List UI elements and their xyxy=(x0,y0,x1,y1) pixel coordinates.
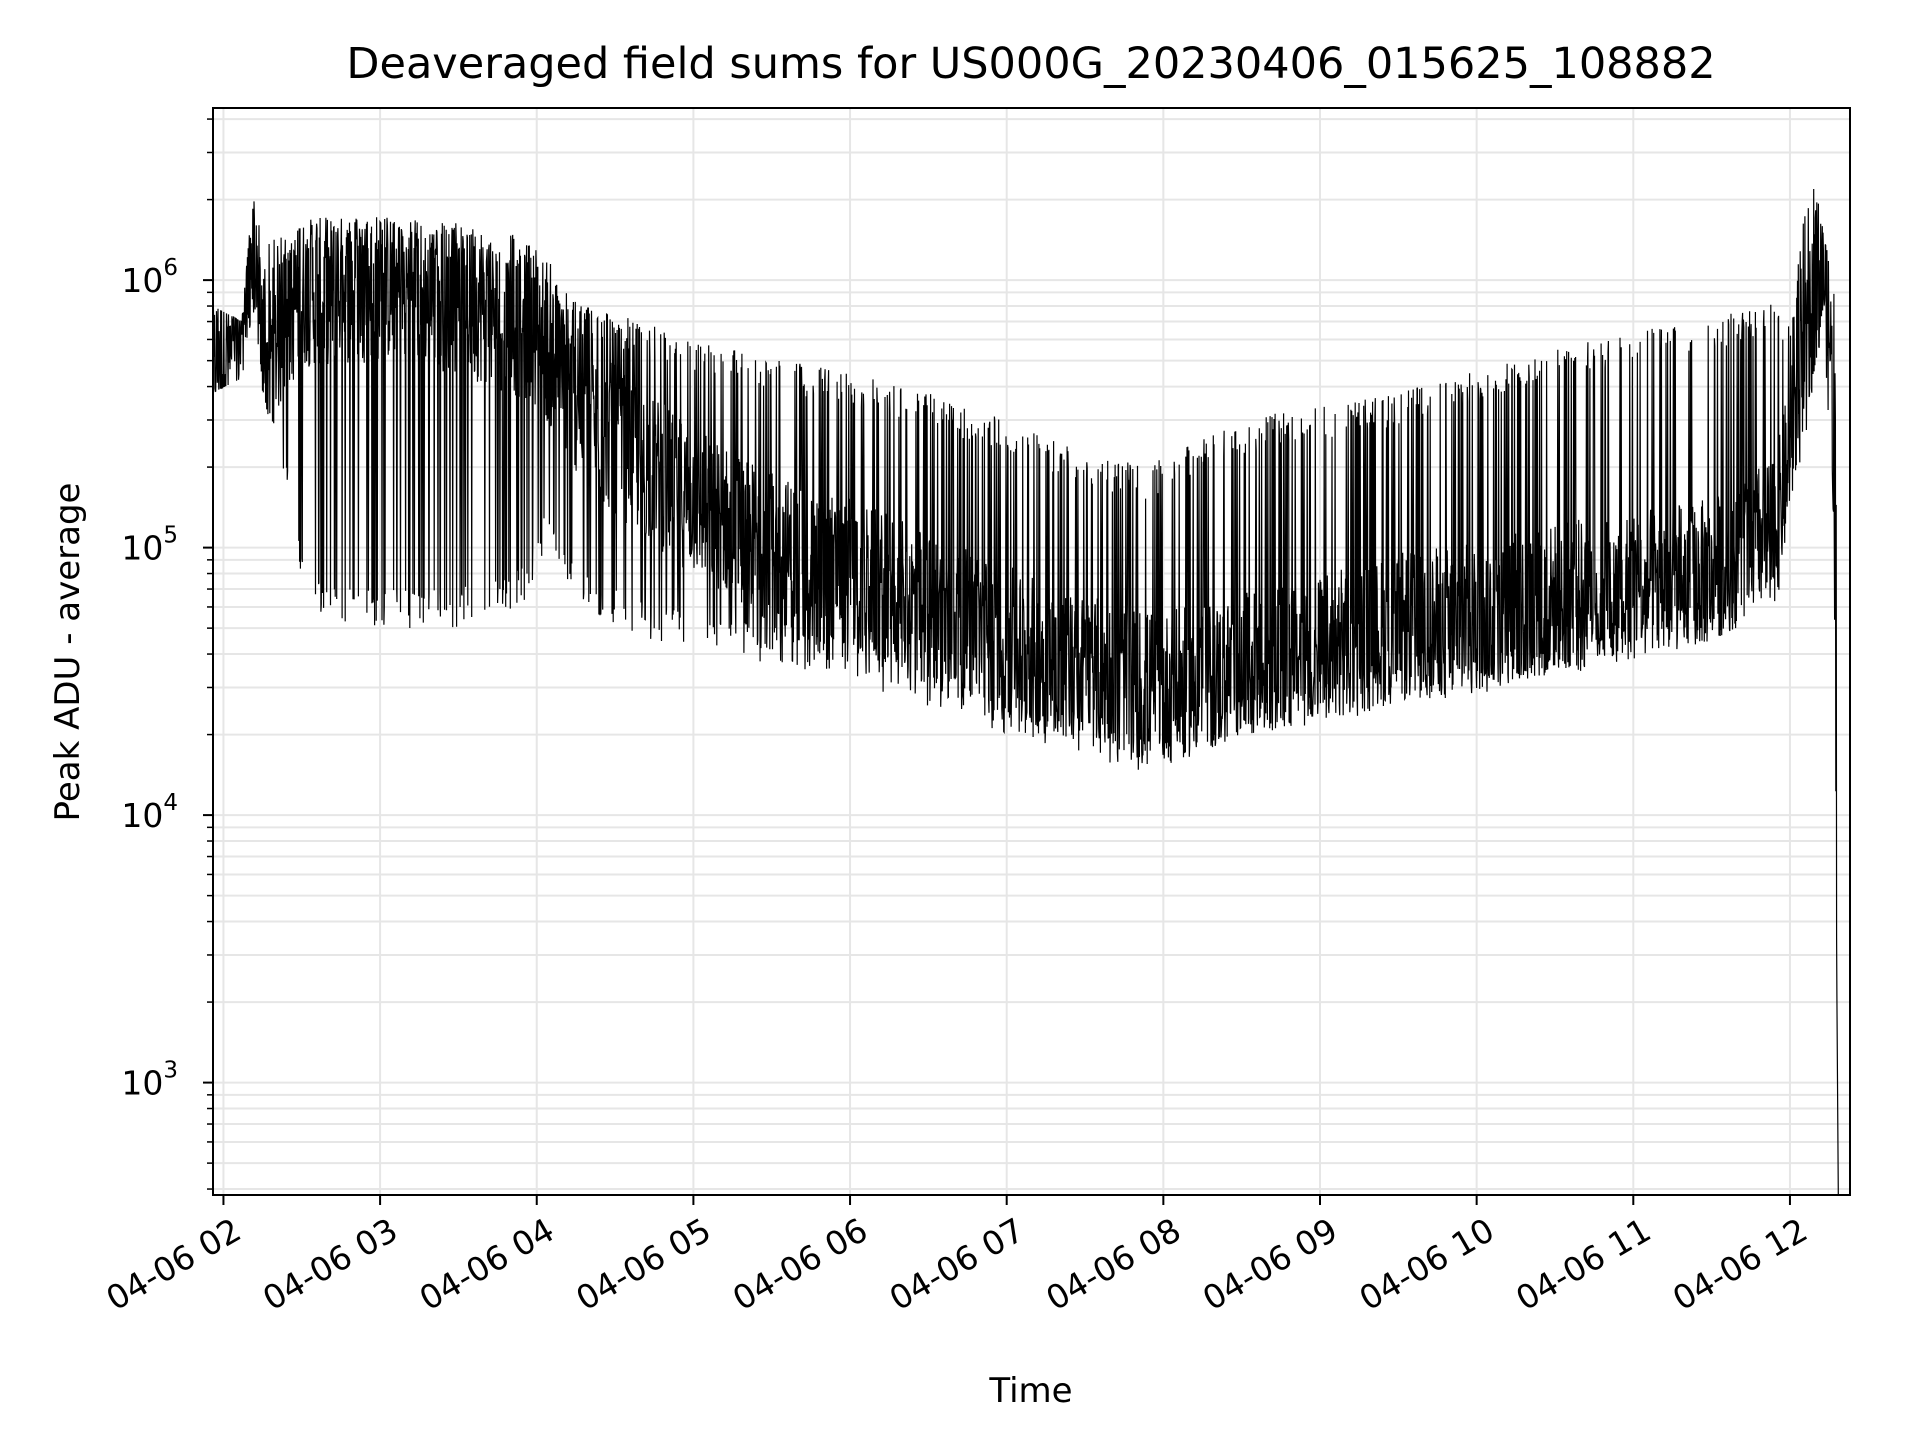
grid xyxy=(213,108,1850,1195)
y-axis: 103 104 105 106 xyxy=(121,118,213,1190)
data-trace xyxy=(213,188,1839,1195)
y-tick-label: 105 xyxy=(121,523,178,568)
series-line xyxy=(213,188,1839,1195)
y-axis-label: Peak ADU - average xyxy=(48,483,88,822)
chart-title: Deaveraged field sums for US000G_2023040… xyxy=(346,39,1715,89)
y-tick-label: 104 xyxy=(121,790,178,835)
x-axis-label: Time xyxy=(988,1371,1072,1411)
plot-frame xyxy=(212,107,1851,1196)
y-tick-label: 106 xyxy=(121,255,178,300)
y-tick-label: 103 xyxy=(121,1058,178,1103)
